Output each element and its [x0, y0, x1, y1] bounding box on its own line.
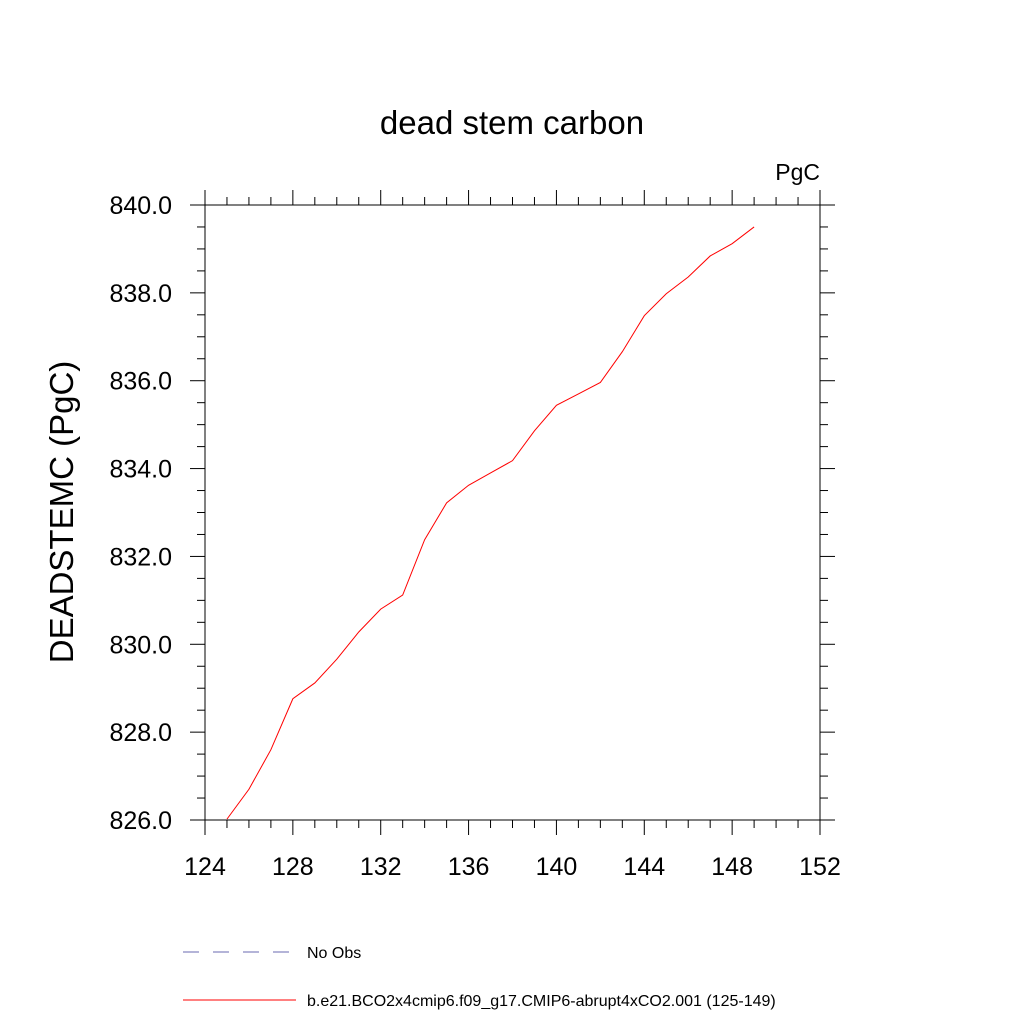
x-tick-label: 148 — [711, 853, 753, 881]
legend-label-0: No Obs — [307, 945, 361, 962]
y-tick-label: 836.0 — [109, 368, 172, 396]
chart-title: dead stem carbon — [380, 104, 644, 141]
y-tick-label: 832.0 — [109, 543, 172, 571]
axis-tick-labels: 124 128 132 136 140 144 148 152 826.0 828.0 830.0 8… — [109, 192, 840, 881]
series-layer — [226, 226, 755, 820]
x-tick-label: 128 — [272, 853, 314, 881]
y-axis-label: DEADSTEMC (PgC) — [43, 361, 80, 664]
series-line-1 — [226, 226, 755, 820]
x-tick-label: 144 — [623, 853, 665, 881]
y-tick-label: 838.0 — [109, 280, 172, 308]
y-tick-label: 830.0 — [109, 631, 172, 659]
legend: No Obs b.e21.BCO2x4cmip6.f09_g17.CMIP6-ab… — [183, 945, 776, 1010]
y-tick-label: 826.0 — [109, 807, 172, 835]
y-tick-label: 828.0 — [109, 719, 172, 747]
x-tick-label: 124 — [184, 853, 226, 881]
x-tick-label: 132 — [360, 853, 402, 881]
y-tick-label: 834.0 — [109, 456, 172, 484]
x-tick-label: 140 — [536, 853, 578, 881]
x-tick-label: 136 — [448, 853, 490, 881]
plot-frame — [204, 204, 821, 821]
legend-label-1: b.e21.BCO2x4cmip6.f09_g17.CMIP6-abrupt4x… — [307, 993, 776, 1010]
y-tick-label: 840.0 — [109, 192, 172, 220]
units-label: PgC — [775, 159, 820, 185]
x-tick-label: 152 — [799, 853, 841, 881]
axis-ticks — [190, 190, 835, 835]
